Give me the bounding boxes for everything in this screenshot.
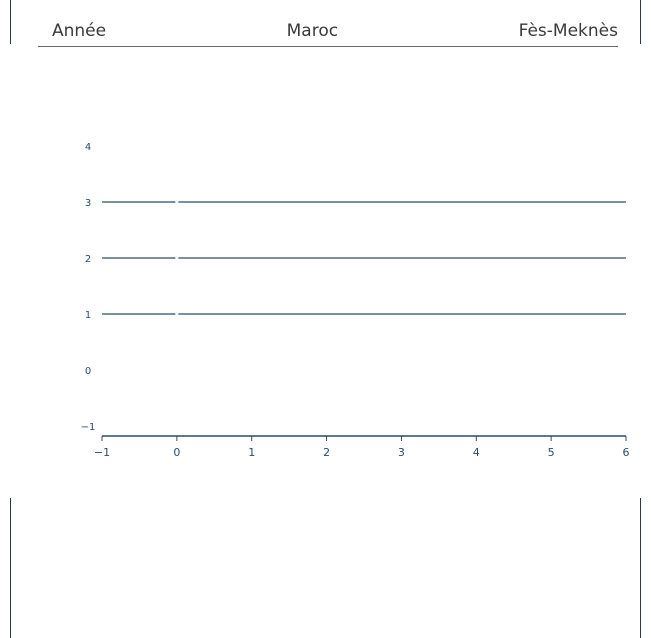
series-gap-3	[175, 312, 179, 316]
x-tick-label-0: −1	[94, 446, 110, 459]
x-tick-label-4: 3	[398, 446, 405, 459]
x-tick-label-6: 5	[548, 446, 555, 459]
frame-right-edge	[640, 0, 641, 44]
frame-left-edge	[10, 0, 11, 44]
y-tick-label-2: 1	[85, 310, 91, 321]
series-gap-2	[175, 256, 179, 260]
y-tick-label-1: 0	[85, 366, 91, 377]
y-tick-label-3: 2	[85, 254, 91, 265]
x-tick-label-7: 6	[623, 446, 630, 459]
column-header-morocco: Maroc	[286, 21, 339, 41]
frame-left-edge-lower	[10, 498, 11, 638]
frame-right-edge-lower	[640, 498, 641, 638]
x-tick-label-3: 2	[323, 446, 330, 459]
x-tick-label-1: 0	[173, 446, 180, 459]
y-tick-label-4: 3	[85, 198, 91, 209]
y-tick-label-5: 4	[85, 142, 91, 153]
y-tick-label-0: −1	[81, 422, 96, 433]
column-header-fes-meknes: Fès-Meknès	[518, 21, 618, 41]
x-tick-label-2: 1	[248, 446, 255, 459]
series-gap-1	[175, 200, 179, 204]
x-tick-label-5: 4	[473, 446, 480, 459]
column-header-year: Année	[52, 21, 107, 41]
table-header: Année Maroc Fès-Meknès	[38, 14, 618, 47]
